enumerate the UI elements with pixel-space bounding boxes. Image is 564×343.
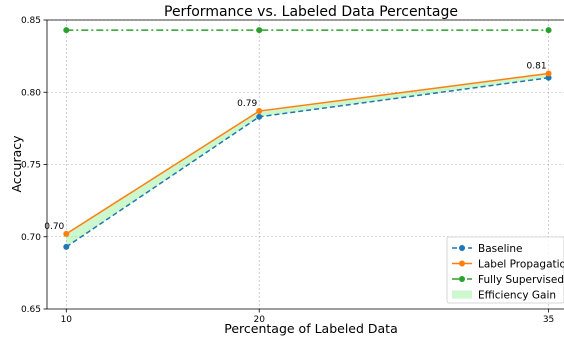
legend-label-efficiency-gain: Efficiency Gain — [478, 290, 556, 302]
series-group — [63, 27, 552, 250]
y-axis-label: Accuracy — [9, 135, 24, 193]
data-point-baseline — [545, 74, 552, 81]
legend-label-fully-supervised: Fully Supervised — [478, 274, 564, 286]
data-point-fully-supervised — [63, 27, 70, 34]
efficiency-gain-area — [66, 73, 549, 247]
chart-title: Performance vs. Labeled Data Percentage — [164, 4, 458, 20]
x-tick-label: 35 — [543, 315, 554, 325]
data-point-baseline — [63, 243, 70, 250]
legend-marker-baseline — [459, 245, 465, 251]
legend-label-baseline: Baseline — [478, 243, 523, 255]
axes: 10 20 35 0.65 0.70 0.75 0.80 0.85 — [21, 16, 564, 325]
x-tick-label: 10 — [61, 315, 73, 325]
data-label: 0.81 — [527, 61, 547, 71]
legend-swatch-efficiency-gain — [452, 290, 472, 299]
x-axis-label: Percentage of Labeled Data — [224, 321, 397, 336]
y-tick-label: 0.85 — [21, 16, 41, 26]
legend-marker-fully-supervised — [459, 276, 465, 282]
y-tick-label: 0.75 — [21, 161, 41, 171]
data-point-baseline — [256, 113, 263, 120]
y-tick-label: 0.70 — [21, 233, 41, 243]
data-label: 0.70 — [44, 222, 64, 232]
data-labels: 0.70 0.79 0.81 — [44, 61, 546, 231]
series-line-label-propagation — [65, 72, 549, 235]
y-tick-label: 0.65 — [21, 305, 41, 315]
x-tick-label: 20 — [253, 315, 265, 325]
legend: Baseline Label Propagation Fully Supervise… — [446, 236, 564, 304]
data-point-fully-supervised — [256, 27, 263, 34]
legend-label-label-propagation: Label Propagation — [478, 259, 564, 271]
data-point-label-propagation — [63, 230, 70, 237]
data-point-label-propagation — [256, 108, 263, 115]
y-tick-label: 0.80 — [21, 88, 41, 98]
legend-marker-label-propagation — [459, 260, 465, 267]
series-line-baseline — [65, 77, 549, 248]
data-point-fully-supervised — [545, 27, 552, 34]
data-point-label-propagation — [545, 70, 552, 77]
efficiency-gain-fill — [66, 73, 549, 247]
data-label: 0.79 — [237, 99, 257, 109]
legend-box — [446, 236, 564, 304]
